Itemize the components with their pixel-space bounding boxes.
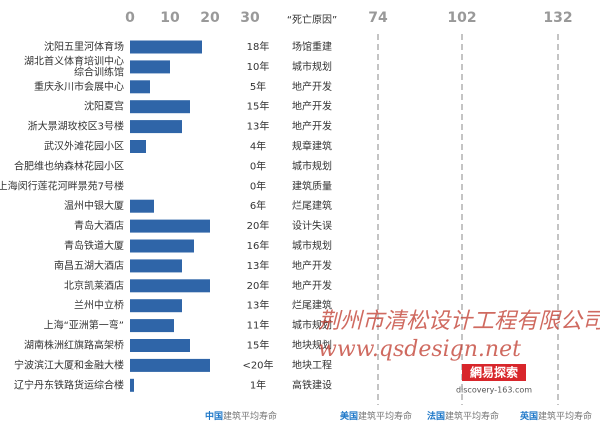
reference-label: 102: [447, 10, 476, 26]
footer-country: 法国: [427, 410, 445, 422]
bar: [130, 339, 190, 352]
x-tick-label: 10: [160, 10, 180, 26]
cause-label: 设计失误: [292, 219, 332, 232]
footer-country: 英国: [519, 410, 538, 422]
cause-label: 地产开发: [292, 279, 332, 292]
value-label: <20年: [242, 358, 273, 371]
bar: [130, 140, 146, 153]
footer-label: 英国建筑平均寿命: [519, 410, 592, 422]
value-label: 1年: [250, 378, 266, 391]
cause-label: 城市规划: [292, 60, 332, 73]
footer-text: 建筑平均寿命: [445, 410, 499, 422]
watermark-company: 荆州市清松设计工程有限公司: [318, 309, 600, 334]
cause-label: 地产开发: [292, 120, 332, 133]
cause-label: 烂尾建筑: [292, 199, 332, 212]
bar: [130, 319, 174, 333]
bar: [130, 378, 134, 392]
bar: [130, 80, 150, 94]
bar: [130, 60, 170, 74]
bar: [130, 40, 202, 54]
cause-label: 烂尾建筑: [292, 299, 332, 312]
category-label: 辽宁丹东铁路货运综合楼: [14, 378, 124, 391]
category-label: 上海“亚洲第一弯”: [44, 319, 124, 332]
category-label: 宁波滨江大厦和金融大楼: [14, 358, 124, 371]
category-label: 上海闵行莲花河畔景苑7号楼: [0, 179, 124, 192]
category-label: 湖南株洲红旗路高架桥: [24, 339, 124, 352]
cause-label: 场馆重建: [292, 40, 332, 53]
value-label: 6年: [250, 199, 266, 212]
value-label: 11年: [247, 319, 270, 332]
footer-label: 中国建筑平均寿命: [205, 410, 277, 422]
bar: [130, 239, 194, 253]
footer-label: 美国建筑平均寿命: [340, 410, 412, 422]
category-label: 兰州中立桥: [74, 299, 124, 312]
cause-label: 地块工程: [292, 358, 332, 371]
logo-box: [462, 364, 526, 381]
footer-text: 建筑平均寿命: [358, 410, 412, 422]
bar: [130, 219, 210, 233]
cause-label: 城市规划: [292, 319, 332, 332]
footer-text: 建筑平均寿命: [223, 410, 277, 422]
category-label: 湖北首义体育培训中心综合训练馆: [24, 54, 124, 78]
footer-country: 美国: [340, 410, 358, 422]
value-label: 0年: [250, 159, 266, 172]
category-label: 青岛大酒店: [74, 219, 124, 232]
watermark-url: www.qsdesign.net: [318, 337, 521, 362]
value-label: 13年: [247, 299, 270, 312]
cause-label: 城市规划: [292, 239, 332, 252]
category-label: 武汉外滩花园小区: [44, 140, 124, 153]
value-label: 13年: [247, 259, 270, 272]
category-label: 温州中银大厦: [64, 199, 124, 212]
value-label: 20年: [247, 219, 270, 232]
value-label: 4年: [250, 140, 266, 153]
cause-label: 地产开发: [292, 100, 332, 113]
cause-label: 城市规划: [292, 159, 332, 172]
bar: [130, 199, 154, 213]
value-label: 13年: [247, 120, 270, 133]
category-label: 沈阳五里河体育场: [44, 40, 124, 53]
value-label: 15年: [247, 339, 270, 352]
cause-label: 地产开发: [292, 80, 332, 93]
category-label: 重庆永川市会展中心: [34, 80, 124, 93]
cause-label: 规章建筑: [292, 140, 332, 153]
value-label: 10年: [247, 60, 270, 73]
category-label: 浙大景湖玫校区3号楼: [28, 120, 124, 133]
reference-label: 74: [368, 10, 388, 26]
value-label: 5年: [250, 80, 266, 93]
category-label: 南昌五湖大酒店: [54, 259, 124, 272]
value-label: 0年: [250, 179, 266, 192]
value-label: 20年: [247, 279, 270, 292]
footer-label: 法国建筑平均寿命: [427, 410, 499, 422]
category-label: 沈阳夏宫: [84, 100, 124, 113]
cause-label: 建筑质量: [292, 179, 332, 192]
cause-label: 地产开发: [292, 259, 332, 272]
x-tick-label: 30: [240, 10, 260, 26]
bar: [130, 358, 210, 372]
x-tick-label: 20: [200, 10, 220, 26]
footer-country: 中国: [205, 410, 223, 422]
value-label: 15年: [247, 100, 270, 113]
category-label: 青岛铁道大厦: [64, 239, 124, 252]
logo-url: discovery-163.com: [456, 386, 532, 395]
logo: 網易探索: [470, 365, 518, 380]
x-tick-label: 0: [125, 10, 135, 26]
footer-text: 建筑平均寿命: [538, 410, 592, 422]
cause-label: 高铁建设: [292, 378, 332, 391]
bar: [130, 299, 182, 313]
value-label: 18年: [247, 40, 270, 53]
bar: [130, 100, 190, 114]
category-label: 北京凯莱酒店: [64, 279, 124, 292]
cause-label: 地块规划: [292, 339, 332, 352]
bar: [130, 259, 182, 273]
category-label: 合肥维也纳森林花园小区: [14, 159, 124, 172]
causes-title: “死亡原因”: [287, 13, 337, 26]
reference-label: 132: [543, 10, 572, 26]
bar: [130, 279, 210, 293]
bar: [130, 120, 182, 134]
value-label: 16年: [247, 239, 270, 252]
